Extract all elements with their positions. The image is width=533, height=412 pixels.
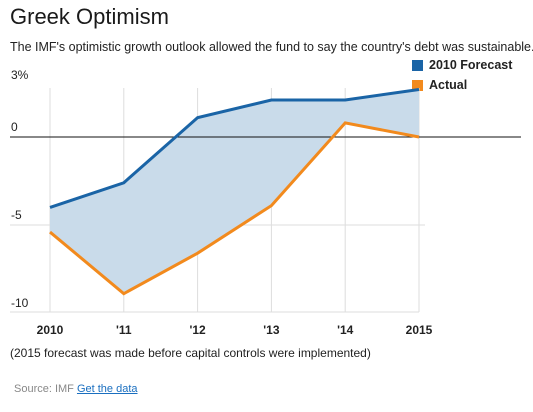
x-tick-label: '14 [337,323,354,337]
legend: 2010 Forecast Actual [412,56,512,96]
chart-note: (2015 forecast was made before capital c… [10,346,371,360]
area-between-series [50,89,419,294]
legend-swatch-actual [412,79,423,91]
series-line-actual [49,121,420,296]
y-tick-label: 3% [11,68,29,82]
x-tick-label: '13 [263,323,280,337]
chart-subtitle: The IMF's optimistic growth outlook allo… [10,40,533,54]
source-label: Source: IMF [14,383,74,395]
x-tick-label: 2010 [37,323,64,337]
y-tick-label: -10 [11,296,29,310]
legend-item-actual: Actual [412,76,512,94]
x-tick-label: '12 [189,323,206,337]
x-tick-label: '11 [116,323,132,337]
x-tick-label: 2015 [406,323,433,337]
chart-title: Greek Optimism [10,4,169,29]
series-line-forecast [49,87,420,209]
y-tick-label: -5 [11,208,22,222]
get-data-link[interactable]: Get the data [76,383,138,395]
legend-swatch-forecast [412,59,423,71]
legend-label-forecast: 2010 Forecast [429,58,513,72]
y-tick-label: 0 [11,120,18,134]
legend-label-actual: Actual [429,78,468,92]
source-line: Source: IMF Get the data [14,383,138,395]
legend-item-forecast: 2010 Forecast [412,56,512,74]
